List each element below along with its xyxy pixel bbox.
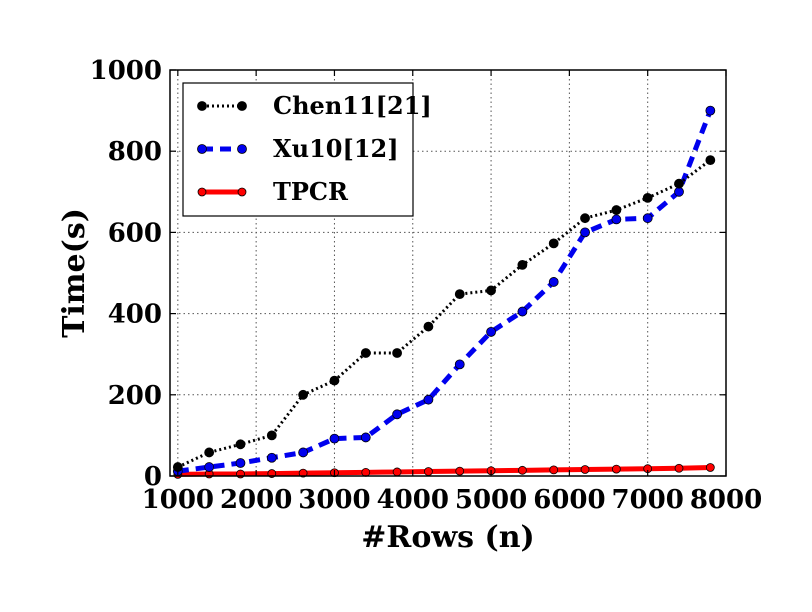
legend-item-xu10-12: Xu10[12] [197,134,399,163]
legend-label: TPCR [273,177,349,206]
data-point [611,214,622,225]
legend-label: Xu10[12] [273,134,399,163]
series-line-chen11-21 [177,158,712,469]
legend-label: Chen11[21] [273,91,432,120]
data-point [392,409,402,420]
y-tick-label: 0 [144,462,162,492]
data-point [705,155,716,166]
y-tick-label: 800 [108,137,162,167]
data-point [486,285,496,296]
data-point [423,394,434,405]
x-tick-label: 4000 [377,485,449,515]
legend-marker [197,144,207,154]
data-point [298,389,309,400]
axis-ticks: 1000 2000 3000 4000 5000 6000 7000 800002004006… [90,56,763,515]
data-point [266,430,277,441]
data-point [204,462,215,472]
y-tick-label: 400 [108,300,162,330]
y-axis-title: Time(s) [57,208,92,338]
series-xu10-12 [172,105,716,477]
data-point [298,447,309,458]
y-tick-label: 600 [108,218,162,248]
data-point [204,447,215,458]
data-point [642,213,653,224]
data-point [360,348,371,358]
legend-marker [197,101,207,111]
data-point [580,213,590,224]
x-tick-label: 2000 [220,485,292,515]
x-tick-label: 8000 [690,485,762,515]
x-tick-label: 3000 [298,485,370,515]
data-point [360,432,371,443]
data-point [454,359,465,370]
data-point [674,186,684,197]
data-point [674,463,684,473]
legend-marker [237,144,247,154]
data-point [517,259,528,270]
data-point [611,205,622,215]
plot-area-frame [169,69,727,477]
x-tick-label: 5000 [455,485,527,515]
data-point [329,375,340,386]
data-point [642,192,653,203]
data-point [548,277,559,287]
legend-item-chen11-21: Chen11[21] [197,91,432,120]
x-tick-label: 6000 [533,485,605,515]
data-point [423,321,434,332]
data-point [486,326,496,337]
data-point [298,468,308,478]
data-point [455,466,465,476]
legend-marker [197,187,207,197]
x-tick-label: 1000 [142,485,214,515]
series-line-tpcr [177,464,711,477]
data-point [454,289,465,300]
data-point [674,178,684,189]
data-point [236,469,245,479]
data-point [361,467,371,477]
series-group [172,105,716,479]
data-point [611,464,621,474]
data-point [517,306,528,317]
y-tick-label: 200 [108,381,162,411]
legend-item-tpcr: TPCR [197,177,349,206]
data-point [580,227,590,238]
legend: Chen11[21] Xu10[12] TPCR [182,82,432,217]
legend-marker [237,187,247,197]
data-point [705,105,716,116]
legend-marker [237,101,247,111]
data-point [235,439,246,450]
data-point [549,465,559,475]
data-point [705,463,715,472]
data-point [424,467,433,476]
x-tick-label: 7000 [612,485,684,515]
x-axis-title: #Rows (n) [361,520,534,555]
data-point [548,238,559,249]
data-point [266,452,277,463]
series-chen11-21 [172,155,716,472]
data-point [392,348,402,358]
data-point [517,465,527,475]
data-point [329,433,340,444]
data-point [235,458,246,468]
data-point [580,465,590,474]
y-tick-label: 1000 [90,56,162,86]
data-point [392,467,402,477]
series-line-xu10-12 [177,109,713,474]
